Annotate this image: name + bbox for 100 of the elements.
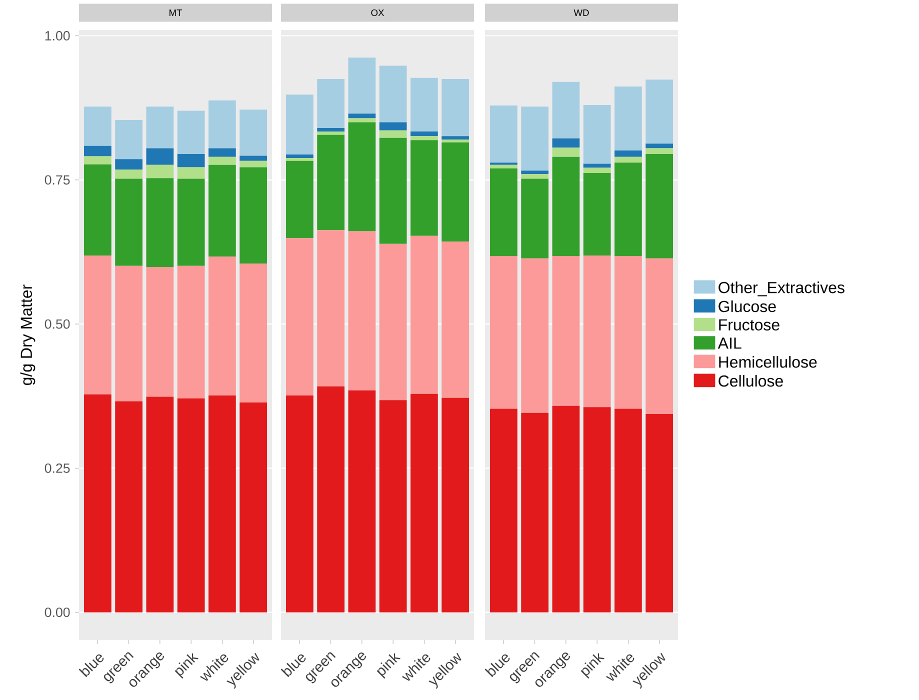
legend-label: Cellulose — [718, 374, 783, 387]
bar — [379, 66, 407, 122]
bar — [614, 86, 642, 151]
bar — [442, 142, 470, 242]
bar — [442, 242, 470, 398]
bar — [208, 256, 236, 396]
bar — [84, 156, 112, 164]
chart-title: OX — [371, 9, 384, 16]
bar — [286, 158, 314, 161]
y-axis-title: g/g Dry Matter — [20, 284, 36, 386]
bar — [286, 154, 314, 158]
bar — [286, 160, 314, 238]
bar — [348, 114, 376, 118]
bar — [317, 131, 345, 135]
bar — [521, 170, 549, 174]
bar — [552, 82, 580, 138]
bar — [379, 130, 407, 138]
bar — [552, 256, 580, 406]
bar — [521, 106, 549, 171]
bar — [410, 136, 438, 140]
y-tick-label: 0.75 — [44, 175, 70, 185]
bar — [177, 154, 205, 168]
bar — [410, 236, 438, 394]
bar — [410, 394, 438, 612]
bar — [177, 398, 205, 612]
bar — [146, 164, 174, 178]
bar — [583, 168, 611, 173]
bar — [177, 266, 205, 398]
bar — [490, 106, 518, 163]
bar — [240, 160, 268, 168]
bar — [84, 255, 112, 394]
bar — [490, 256, 518, 409]
bar — [208, 100, 236, 148]
bar — [286, 238, 314, 396]
bar — [348, 390, 376, 612]
bar — [240, 156, 268, 161]
bar — [583, 255, 611, 408]
x-tick-label: blue — [484, 654, 510, 678]
bar — [348, 231, 376, 390]
legend-label: Hemicellulose — [719, 356, 817, 368]
bar — [442, 140, 470, 142]
bar — [379, 400, 407, 612]
y-tick-label: 1.00 — [45, 31, 70, 40]
legend-label: Glucose — [718, 300, 776, 312]
bar — [583, 104, 611, 164]
chart-title: MT — [170, 10, 182, 16]
bar — [317, 128, 345, 132]
bar — [583, 407, 611, 612]
bar — [115, 401, 143, 612]
bar — [348, 58, 376, 114]
y-tick-label: 0.25 — [44, 463, 70, 473]
bar — [177, 110, 205, 154]
bar — [410, 140, 438, 236]
x-tick-label: blue — [280, 654, 306, 678]
bar — [240, 110, 268, 156]
bar — [490, 168, 518, 256]
bar — [583, 164, 611, 168]
bar — [240, 402, 268, 612]
bar — [208, 156, 236, 165]
bar — [177, 178, 205, 266]
bar — [490, 164, 518, 168]
bar — [552, 138, 580, 148]
bar — [146, 178, 174, 267]
bar — [208, 396, 236, 612]
bar — [442, 136, 470, 140]
bar — [84, 146, 112, 156]
bar — [614, 408, 642, 612]
bar — [317, 230, 345, 386]
bar — [208, 164, 236, 257]
bar — [115, 178, 143, 266]
bar — [379, 244, 407, 400]
bar — [317, 386, 345, 612]
bar — [521, 258, 549, 413]
bar — [646, 144, 674, 148]
bar — [521, 412, 549, 612]
bar — [646, 258, 674, 414]
bar — [552, 156, 580, 256]
bar — [84, 106, 112, 146]
bar — [115, 266, 143, 402]
bar — [442, 398, 470, 612]
x-tick-label: blue — [78, 654, 104, 678]
bar — [490, 408, 518, 612]
bar — [177, 167, 205, 179]
legend-label: Fructose — [719, 319, 780, 330]
bar — [115, 159, 143, 170]
bar — [208, 148, 236, 157]
bar — [240, 264, 268, 402]
bar — [614, 150, 642, 157]
bar — [614, 156, 642, 163]
bar — [614, 256, 642, 409]
legend-label: AIL — [718, 338, 742, 349]
bar — [84, 164, 112, 256]
y-tick-label: 0.00 — [44, 608, 70, 618]
bar — [614, 162, 642, 256]
bar — [115, 170, 143, 179]
bar — [84, 394, 112, 612]
bar — [646, 148, 674, 154]
bar — [146, 266, 174, 397]
bar — [552, 148, 580, 157]
bar — [286, 396, 314, 612]
